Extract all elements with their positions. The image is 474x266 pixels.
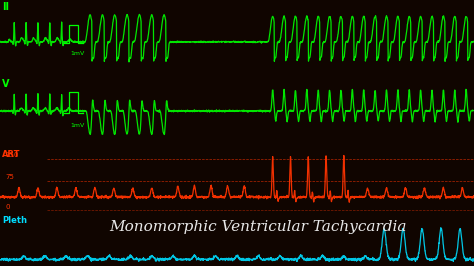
Text: 150: 150 bbox=[5, 152, 18, 158]
Text: II: II bbox=[2, 2, 9, 12]
Text: 75: 75 bbox=[5, 174, 14, 180]
Text: ART: ART bbox=[2, 149, 21, 159]
Text: Monomorphic Ventricular Tachycardia: Monomorphic Ventricular Tachycardia bbox=[109, 219, 407, 234]
Text: 1mV: 1mV bbox=[70, 123, 84, 128]
Text: V: V bbox=[2, 79, 10, 89]
Text: 0: 0 bbox=[5, 204, 9, 210]
Text: Pleth: Pleth bbox=[2, 217, 27, 226]
Text: 1mV: 1mV bbox=[70, 51, 84, 56]
